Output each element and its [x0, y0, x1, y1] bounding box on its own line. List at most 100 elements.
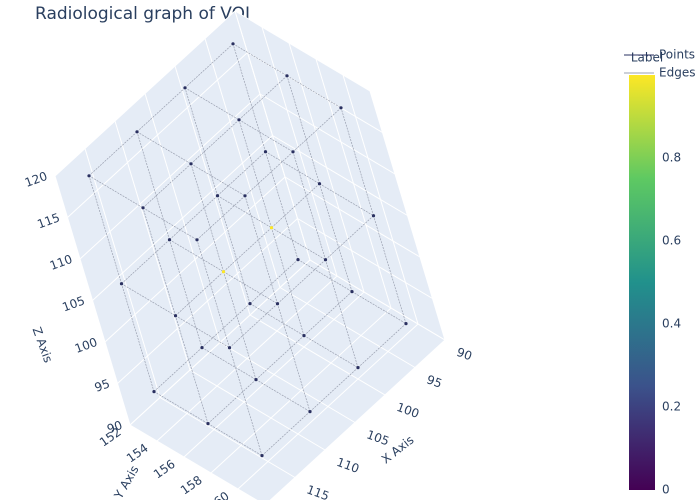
- edge: [232, 43, 266, 152]
- colorbar-tick-label: 0.8: [662, 151, 681, 165]
- point: [87, 174, 91, 178]
- x-tick-label: 115: [305, 482, 331, 500]
- edge: [136, 87, 186, 133]
- point: [302, 334, 306, 338]
- z-tick-label: 120: [23, 169, 49, 190]
- edge: [169, 239, 224, 273]
- edge: [196, 239, 230, 348]
- x-tick-label: 105: [365, 427, 391, 448]
- edge: [175, 271, 224, 316]
- point: [339, 106, 343, 110]
- z-tick-label: 95: [93, 376, 112, 394]
- chart-title: Radiological graph of VOI: [35, 4, 250, 24]
- edge: [325, 259, 359, 368]
- point: [323, 258, 328, 262]
- edge: [223, 271, 257, 380]
- edge: [207, 423, 263, 456]
- point: [356, 366, 360, 370]
- edge: [142, 163, 192, 209]
- point: [215, 194, 220, 198]
- grid-line: [234, 10, 371, 92]
- point: [285, 74, 289, 78]
- y-axis-title: Y Axis: [111, 463, 142, 500]
- point: [260, 454, 264, 458]
- edge: [121, 239, 170, 284]
- point: [243, 194, 247, 198]
- edge: [169, 239, 203, 348]
- edge: [255, 379, 311, 412]
- grid-line: [237, 323, 419, 490]
- z-tick-label: 110: [48, 252, 74, 273]
- point: [221, 270, 226, 274]
- colorbar-tick-label: 0.2: [662, 400, 681, 414]
- grid-line: [259, 93, 396, 175]
- edge: [373, 215, 407, 324]
- grid-line: [284, 176, 421, 258]
- edge: [190, 119, 240, 165]
- legend-label[interactable]: Edges: [659, 66, 695, 80]
- colorbar-tick-label: 0.4: [662, 317, 681, 331]
- point: [231, 42, 235, 46]
- y-tick-label: 154: [124, 441, 151, 466]
- point: [183, 86, 187, 90]
- floor-pane: [130, 260, 445, 500]
- point: [275, 302, 280, 306]
- edge: [265, 151, 320, 185]
- colorbar-title: Label: [631, 51, 663, 65]
- edge: [261, 411, 311, 456]
- grid-line: [279, 287, 416, 368]
- edge: [184, 87, 218, 196]
- edge: [121, 283, 155, 392]
- edge: [223, 227, 272, 272]
- edge: [357, 323, 407, 368]
- point: [371, 214, 376, 218]
- y-tick-label: 160: [205, 489, 232, 500]
- edge: [201, 303, 251, 348]
- point: [135, 130, 139, 134]
- edge: [325, 215, 374, 260]
- edge: [196, 195, 246, 241]
- point: [206, 422, 210, 426]
- grid-line: [269, 339, 446, 500]
- edge: [229, 347, 263, 456]
- edge: [271, 227, 305, 336]
- edge: [271, 227, 326, 261]
- edge: [309, 367, 359, 412]
- edge: [136, 131, 192, 165]
- point: [200, 346, 204, 350]
- point: [263, 150, 268, 154]
- edge: [88, 131, 138, 177]
- z-tick-label: 115: [35, 210, 61, 231]
- edge: [286, 75, 342, 109]
- edge: [217, 151, 266, 196]
- edge: [207, 379, 257, 424]
- edge: [201, 347, 257, 380]
- grid-line: [159, 397, 296, 478]
- point: [173, 314, 178, 318]
- point: [141, 206, 145, 210]
- point: [308, 410, 312, 414]
- edge: [190, 163, 246, 197]
- edge: [238, 119, 272, 228]
- grid-line: [129, 424, 258, 500]
- grid-line: [183, 291, 365, 458]
- grid-line: [54, 10, 236, 177]
- grid-line: [189, 369, 326, 451]
- grid-line: [92, 135, 273, 301]
- z-tick-label: 90: [105, 418, 124, 436]
- z-axis-title: Z Axis: [30, 325, 56, 364]
- point: [317, 182, 322, 186]
- edge: [232, 43, 288, 77]
- point: [152, 390, 156, 394]
- grid-line: [309, 259, 446, 341]
- grid-line: [79, 93, 261, 260]
- grid-line: [67, 52, 248, 218]
- y-tick-label: 156: [151, 457, 178, 482]
- edge: [217, 195, 272, 229]
- y-tick-label: 158: [178, 473, 205, 498]
- edge: [136, 131, 170, 240]
- grid-line: [104, 176, 286, 343]
- point: [237, 118, 241, 122]
- edge: [303, 291, 353, 336]
- legend-label[interactable]: Points: [659, 48, 695, 62]
